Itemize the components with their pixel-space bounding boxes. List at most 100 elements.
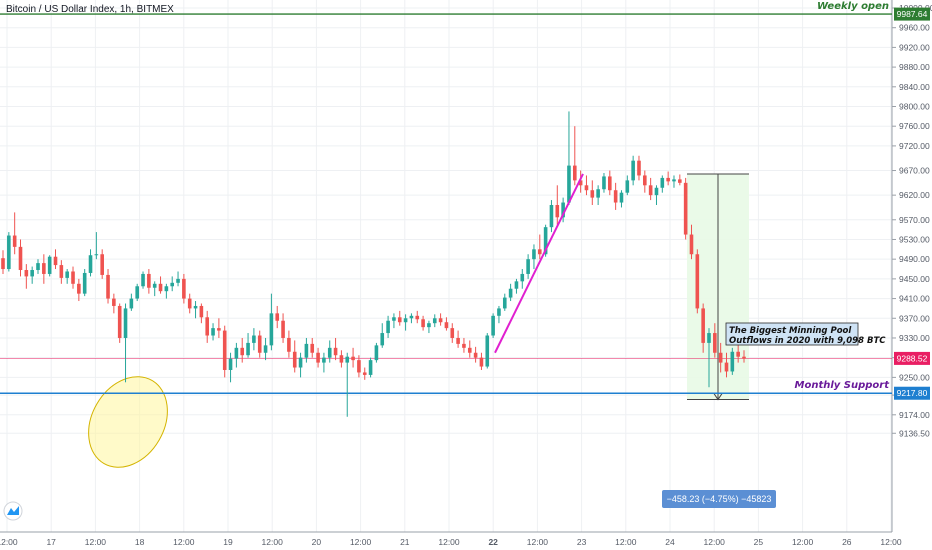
candle-body bbox=[409, 315, 414, 319]
candle-body bbox=[392, 317, 396, 321]
candle-body bbox=[462, 343, 466, 348]
candle-body bbox=[257, 335, 262, 353]
candle-body bbox=[613, 190, 618, 203]
candle-body bbox=[269, 313, 274, 346]
candle-body bbox=[497, 308, 501, 316]
candle-body bbox=[444, 322, 449, 329]
candle-body bbox=[246, 342, 250, 356]
candle-body bbox=[316, 352, 320, 363]
candle-body bbox=[1, 258, 5, 270]
candle-body bbox=[643, 175, 647, 186]
candle-body bbox=[327, 347, 332, 358]
candle-body bbox=[82, 272, 87, 294]
candle-body bbox=[724, 362, 729, 372]
candle-body bbox=[187, 298, 192, 309]
candle-body bbox=[112, 298, 116, 306]
candle-body bbox=[88, 255, 93, 273]
candle-body bbox=[736, 351, 740, 357]
candle-body bbox=[310, 343, 315, 353]
candle-body bbox=[742, 356, 746, 359]
candle-body bbox=[152, 283, 157, 288]
candle-body bbox=[555, 205, 560, 218]
candle-body bbox=[561, 202, 565, 218]
candle-body bbox=[205, 317, 210, 336]
candle-body bbox=[403, 318, 408, 323]
candle-body bbox=[549, 205, 554, 228]
x-tick-label: 12:00 bbox=[792, 537, 814, 547]
candle-body bbox=[281, 320, 285, 338]
y-tick-label: 9370.00 bbox=[899, 313, 930, 323]
candle-body bbox=[228, 358, 233, 370]
measure-label: −458.23 (−4.75%) −45823 bbox=[667, 494, 772, 504]
candle-body bbox=[18, 246, 23, 271]
candle-body bbox=[123, 308, 128, 338]
candle-body bbox=[683, 182, 688, 235]
x-tick-label: 25 bbox=[754, 537, 764, 547]
candle-body bbox=[199, 305, 204, 318]
candle-body bbox=[7, 235, 11, 270]
chart-title: Bitcoin / US Dollar Index, 1h, BITMEX bbox=[6, 4, 174, 15]
x-tick-label: 12:00 bbox=[880, 537, 902, 547]
x-tick-label: 22 bbox=[488, 537, 498, 547]
candle-body bbox=[456, 337, 460, 344]
candle-body bbox=[333, 347, 338, 356]
y-tick-label: 9960.00 bbox=[899, 23, 930, 33]
candle-body bbox=[508, 288, 513, 298]
candle-body bbox=[222, 330, 227, 370]
candle-body bbox=[526, 259, 530, 274]
candle-body bbox=[602, 176, 606, 190]
y-tick-label: 9410.00 bbox=[899, 294, 930, 304]
candle-body bbox=[217, 328, 221, 331]
y-tick-label: 9840.00 bbox=[899, 82, 930, 92]
y-tick-label: 9920.00 bbox=[899, 42, 930, 52]
y-tick-label: 9800.00 bbox=[899, 102, 930, 112]
candle-body bbox=[42, 263, 46, 274]
candle-body bbox=[672, 179, 676, 182]
candle-body bbox=[467, 347, 472, 353]
measure-label-bg bbox=[662, 490, 776, 508]
candle-body bbox=[520, 273, 525, 282]
candle-body bbox=[12, 235, 17, 247]
candle-body bbox=[240, 347, 245, 356]
candle-body bbox=[730, 351, 735, 372]
y-tick-label: 9720.00 bbox=[899, 141, 930, 151]
candle-body bbox=[135, 286, 139, 299]
candle-body bbox=[117, 305, 122, 338]
x-tick-label: 21 bbox=[400, 537, 410, 547]
candle-body bbox=[362, 372, 367, 375]
measure-arrow-head bbox=[713, 393, 723, 401]
candle-body bbox=[567, 165, 571, 203]
y-tick-label: 9530.00 bbox=[899, 234, 930, 244]
candle-body bbox=[176, 278, 180, 283]
y-tick-label: 9570.00 bbox=[899, 215, 930, 225]
candle-body bbox=[514, 281, 519, 289]
logo-mark-icon bbox=[7, 506, 19, 515]
candle-body bbox=[339, 355, 344, 363]
y-tick-label: 9136.50 bbox=[899, 428, 930, 438]
candle-body bbox=[234, 347, 239, 359]
candle-body bbox=[287, 337, 291, 352]
x-tick-label: 20 bbox=[312, 537, 322, 547]
candle-body bbox=[701, 308, 705, 343]
candle-body bbox=[252, 335, 256, 343]
candle-body bbox=[432, 318, 437, 324]
x-tick-label: 12:00 bbox=[527, 537, 549, 547]
candle-body bbox=[357, 360, 361, 373]
last-price-tag-bg bbox=[894, 351, 930, 365]
x-tick-label: 17 bbox=[46, 537, 56, 547]
x-tick-label: 12:00 bbox=[262, 537, 284, 547]
candle-body bbox=[637, 160, 641, 176]
candle-body bbox=[502, 297, 507, 309]
candle-body bbox=[158, 283, 163, 292]
candle-body bbox=[147, 273, 151, 288]
monthly-support-price-tag-bg bbox=[894, 386, 930, 400]
candle-body bbox=[164, 286, 169, 292]
candle-body bbox=[415, 315, 420, 320]
x-tick-label: 26 bbox=[842, 537, 852, 547]
highlight-ellipse bbox=[88, 376, 168, 468]
y-tick-label: 9760.00 bbox=[899, 121, 930, 131]
candle-body bbox=[65, 271, 69, 278]
candle-body bbox=[718, 352, 723, 363]
